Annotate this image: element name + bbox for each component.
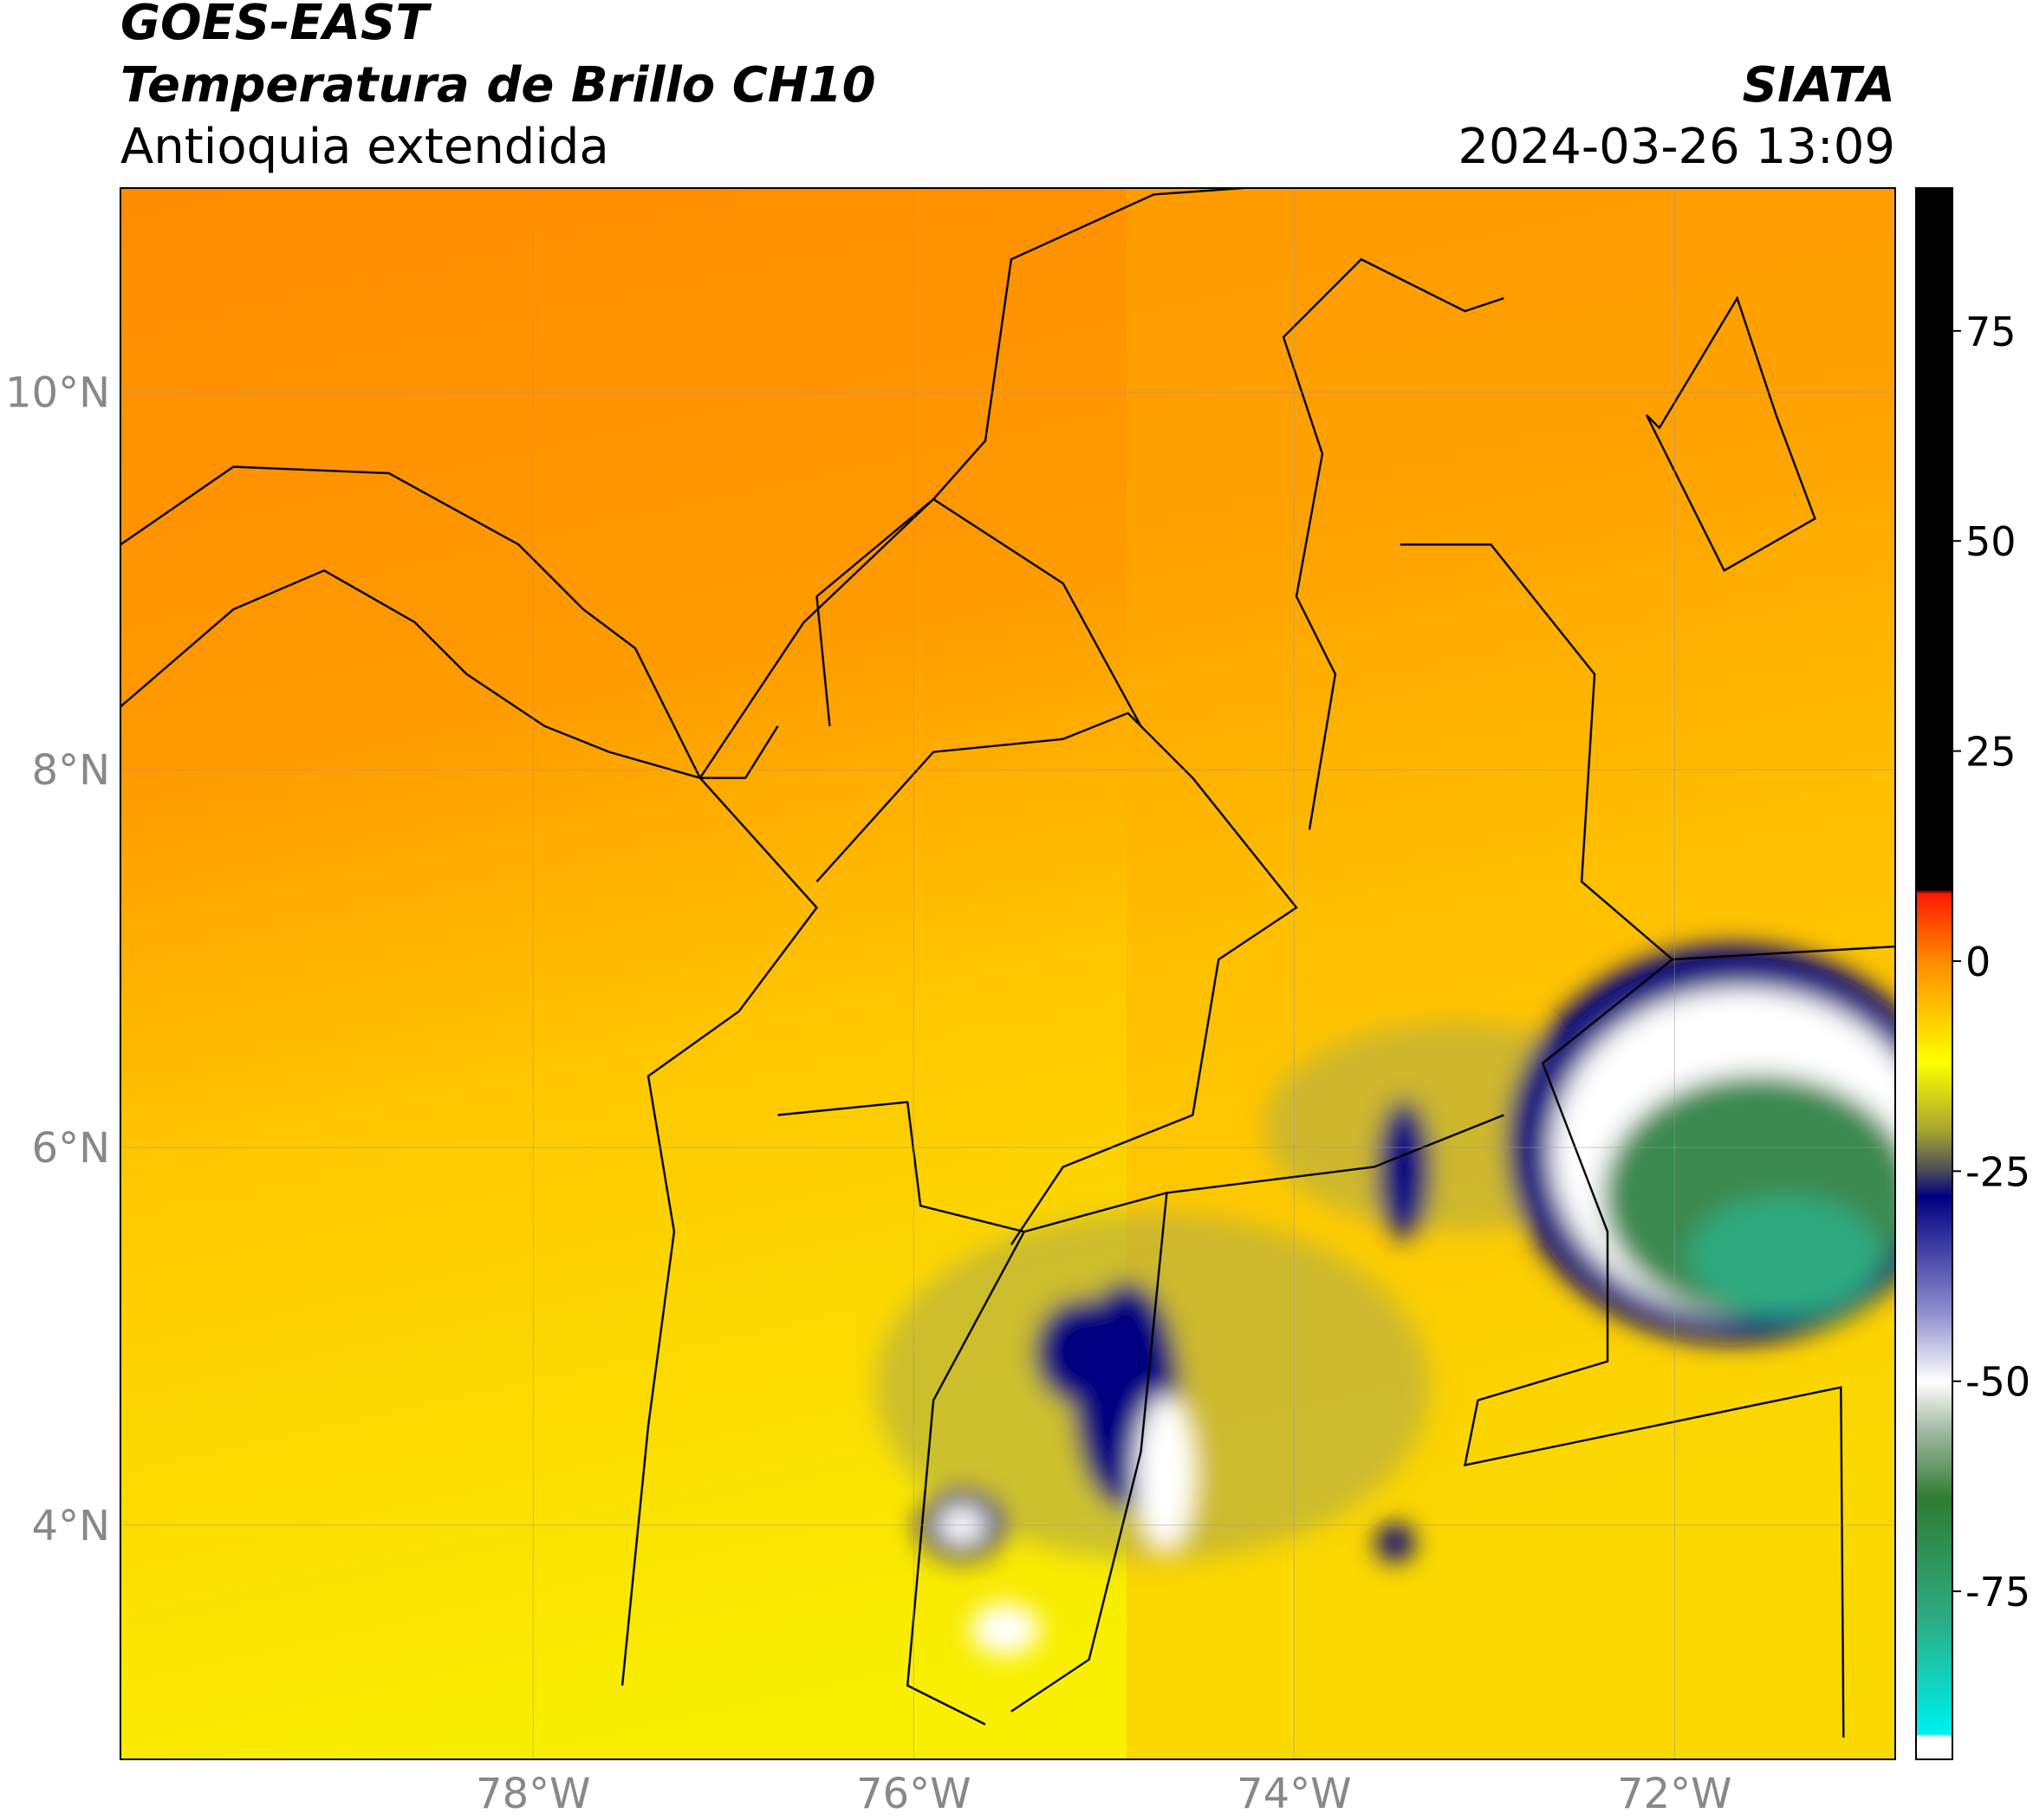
map-frame [120, 187, 1896, 1760]
colorbar-tick-label: 50 [1965, 518, 2017, 565]
y-tick-label: 8°N [32, 746, 110, 795]
y-tick-label: 4°N [32, 1502, 110, 1550]
title: GOES-EAST [120, 0, 432, 51]
colorbar-tick-label: 25 [1965, 729, 2017, 776]
map-area [120, 188, 1895, 1759]
colorbar-tick-label: -50 [1965, 1359, 2030, 1406]
clouds [875, 945, 1895, 1655]
x-tick-label: 76°W [856, 1770, 971, 1818]
datetime: 2024-03-26 13:09 [1458, 119, 1895, 175]
colorbar [1915, 187, 1953, 1760]
colorbar-tick-label: 75 [1965, 309, 2017, 355]
source: SIATA [1743, 57, 1895, 114]
x-tick-label: 78°W [476, 1770, 591, 1818]
region: Antioquia extendida [120, 119, 609, 175]
colorbar-tick-label: -75 [1965, 1569, 2030, 1615]
colorbar-tick-label: -25 [1965, 1148, 2030, 1195]
x-tick-label: 72°W [1617, 1770, 1732, 1818]
borders [120, 188, 1895, 1738]
product: Temperatura de Brillo CH10 [120, 57, 876, 114]
x-tick-label: 74°W [1237, 1770, 1352, 1818]
y-tick-label: 6°N [32, 1124, 110, 1173]
colorbar-tick-label: 0 [1965, 939, 1991, 985]
y-tick-label: 10°N [5, 368, 110, 417]
